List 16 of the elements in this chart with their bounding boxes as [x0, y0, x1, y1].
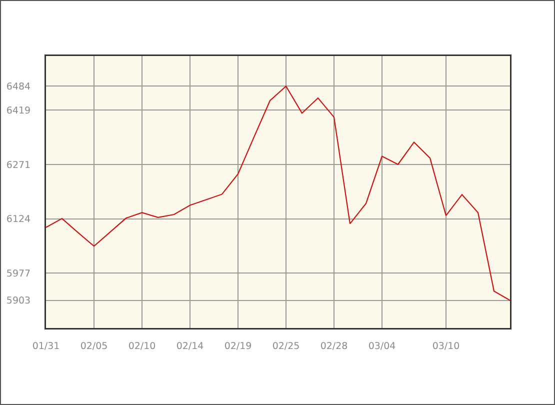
y-tick-label: 6419 — [6, 106, 31, 117]
x-tick-label: 02/05 — [80, 340, 108, 352]
x-tick-label: 02/10 — [128, 340, 156, 352]
x-tick-label: 01/31 — [32, 340, 60, 352]
x-tick-label: 02/28 — [320, 340, 348, 352]
line-series — [46, 86, 510, 301]
y-tick-label: 6124 — [6, 214, 31, 226]
y-tick-label: 6271 — [6, 160, 31, 172]
x-tick-label: 03/10 — [432, 340, 460, 352]
y-tick-label: 6484 — [6, 82, 31, 93]
x-tick-label: 03/04 — [368, 340, 396, 352]
y-tick-label: 5903 — [6, 296, 31, 307]
x-tick-label: 02/14 — [176, 340, 204, 352]
y-tick-label: 5977 — [6, 268, 31, 280]
x-tick-label: 02/25 — [272, 340, 300, 352]
x-tick-label: 02/19 — [224, 340, 252, 352]
